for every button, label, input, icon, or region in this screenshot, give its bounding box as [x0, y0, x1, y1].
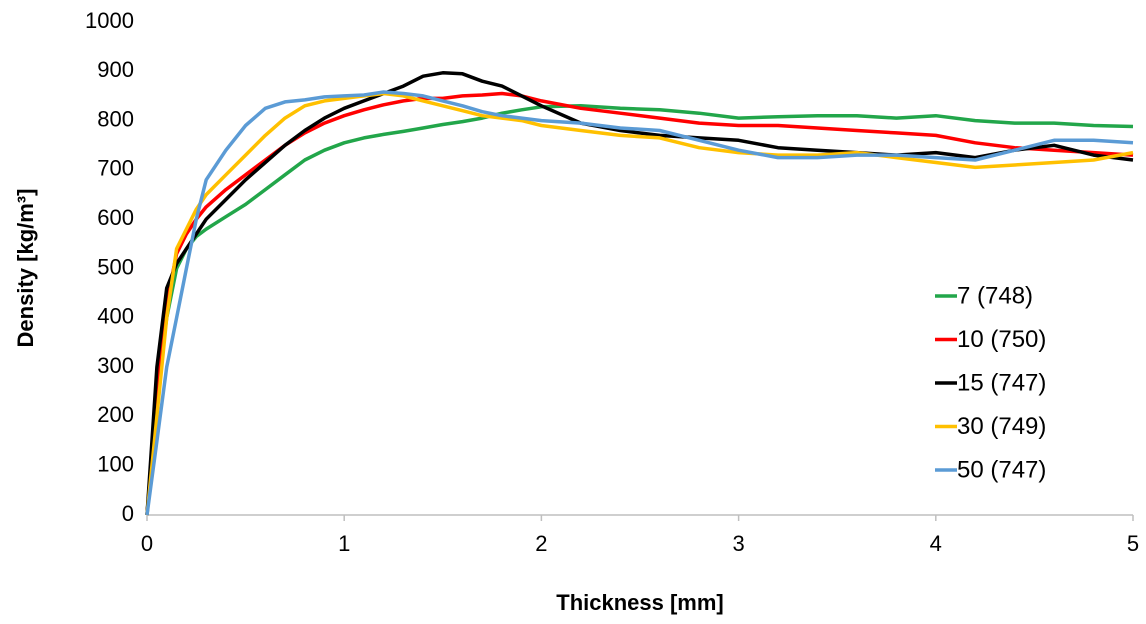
y-tick-label: 200 — [97, 402, 134, 427]
x-tick-label: 5 — [1127, 531, 1139, 556]
legend-label: 7 (748) — [957, 282, 1033, 309]
y-tick-label: 1000 — [85, 8, 134, 33]
data-line — [145, 90, 1134, 516]
x-axis-title: Thickness [mm] — [556, 590, 724, 615]
data-line — [145, 91, 1134, 516]
legend-label: 15 (747) — [957, 369, 1046, 396]
y-tick-label: 900 — [97, 57, 134, 82]
data-line — [145, 104, 1134, 516]
y-tick-label: 100 — [97, 452, 134, 477]
legend-label: 30 (749) — [957, 413, 1046, 440]
y-tick-label: 400 — [97, 304, 134, 329]
y-tick-label: 0 — [122, 501, 134, 526]
y-axis-title: Density [kg/m³] — [13, 189, 38, 348]
y-tick-label: 800 — [97, 106, 134, 131]
y-tick-label: 300 — [97, 353, 134, 378]
legend-label: 50 (747) — [957, 456, 1046, 483]
y-tick-label: 500 — [97, 254, 134, 279]
y-tick-label: 700 — [97, 156, 134, 181]
x-tick-label: 2 — [535, 531, 547, 556]
x-tick-label: 3 — [732, 531, 744, 556]
x-tick-label: 0 — [141, 531, 153, 556]
x-tick-label: 1 — [338, 531, 350, 556]
legend-label: 10 (750) — [957, 326, 1046, 353]
x-tick-label: 4 — [930, 531, 942, 556]
y-tick-label: 600 — [97, 205, 134, 230]
